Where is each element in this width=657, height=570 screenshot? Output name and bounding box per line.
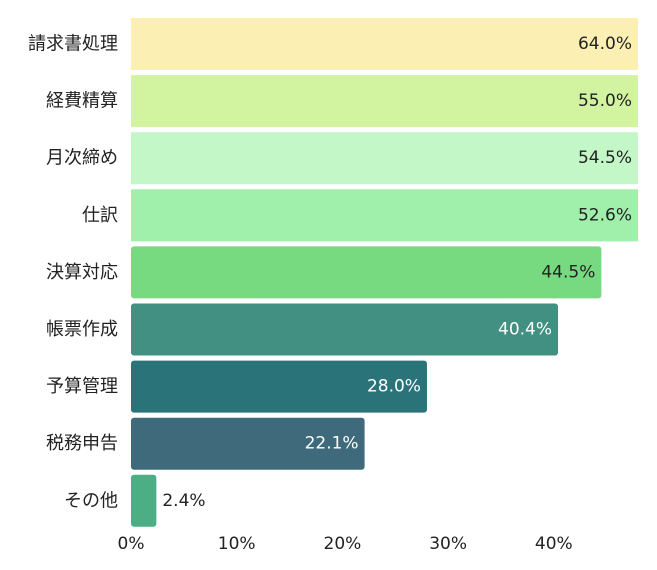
- bar-value-label: 2.4%: [162, 491, 205, 511]
- x-tick-label: 10%: [218, 534, 256, 554]
- bar: [131, 246, 602, 299]
- category-label: 経費精算: [46, 91, 118, 112]
- bar-value-label: 52.6%: [578, 205, 632, 225]
- bar-value-label: 55.0%: [578, 91, 632, 111]
- bar-value-label: 64.0%: [578, 34, 632, 54]
- bar-value-label: 54.5%: [578, 148, 632, 168]
- bar: [131, 417, 365, 470]
- bar: [131, 132, 638, 185]
- x-axis-tick-labels: 0% 10% 20% 30% 40%: [118, 534, 573, 554]
- bar: [131, 360, 427, 413]
- category-label: その他: [64, 490, 118, 511]
- category-label: 決算対応: [46, 262, 118, 283]
- bar-value-label: 28.0%: [367, 377, 421, 397]
- category-label: 帳票作成: [46, 319, 118, 340]
- category-label: 税務申告: [46, 433, 118, 454]
- bar-value-label: 22.1%: [305, 434, 359, 454]
- category-label: 月次締め: [46, 148, 118, 169]
- x-tick-label: 20%: [324, 534, 362, 554]
- x-tick-label: 40%: [535, 534, 573, 554]
- category-label: 仕訳: [82, 205, 118, 226]
- bar-value-label: 44.5%: [541, 262, 595, 282]
- bar: [131, 75, 638, 128]
- x-tick-label: 0%: [118, 534, 145, 554]
- category-label: 請求書処理: [28, 34, 118, 55]
- bar: [131, 189, 638, 242]
- bar-value-label: 40.4%: [498, 320, 552, 340]
- bar: [131, 18, 638, 70]
- bar: [131, 303, 559, 356]
- bar: [131, 474, 157, 527]
- category-label: 予算管理: [46, 376, 118, 397]
- x-tick-label: 30%: [429, 534, 467, 554]
- bars-layer: 64.0% 55.0% 54.5% 52.6% 44.5% 40.4% 28.0% 22.1%…: [131, 18, 638, 527]
